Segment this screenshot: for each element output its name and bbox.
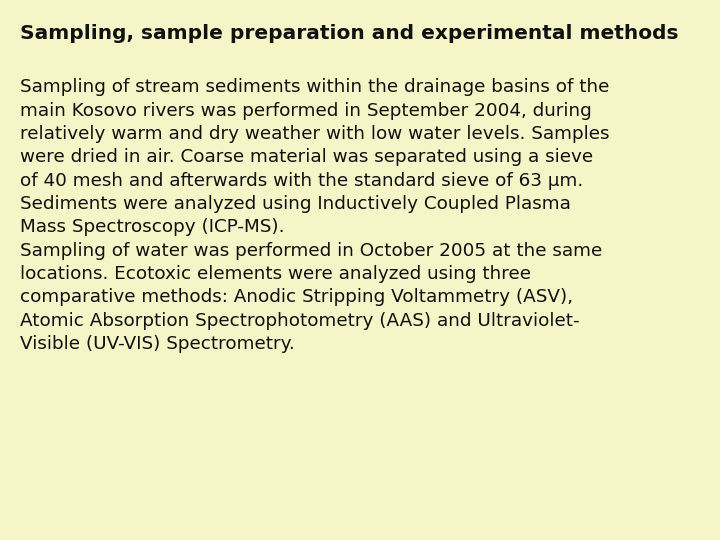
Text: Sampling of stream sediments within the drainage basins of the
main Kosovo river: Sampling of stream sediments within the … xyxy=(20,78,610,353)
Text: Sampling, sample preparation and experimental methods: Sampling, sample preparation and experim… xyxy=(20,24,679,43)
